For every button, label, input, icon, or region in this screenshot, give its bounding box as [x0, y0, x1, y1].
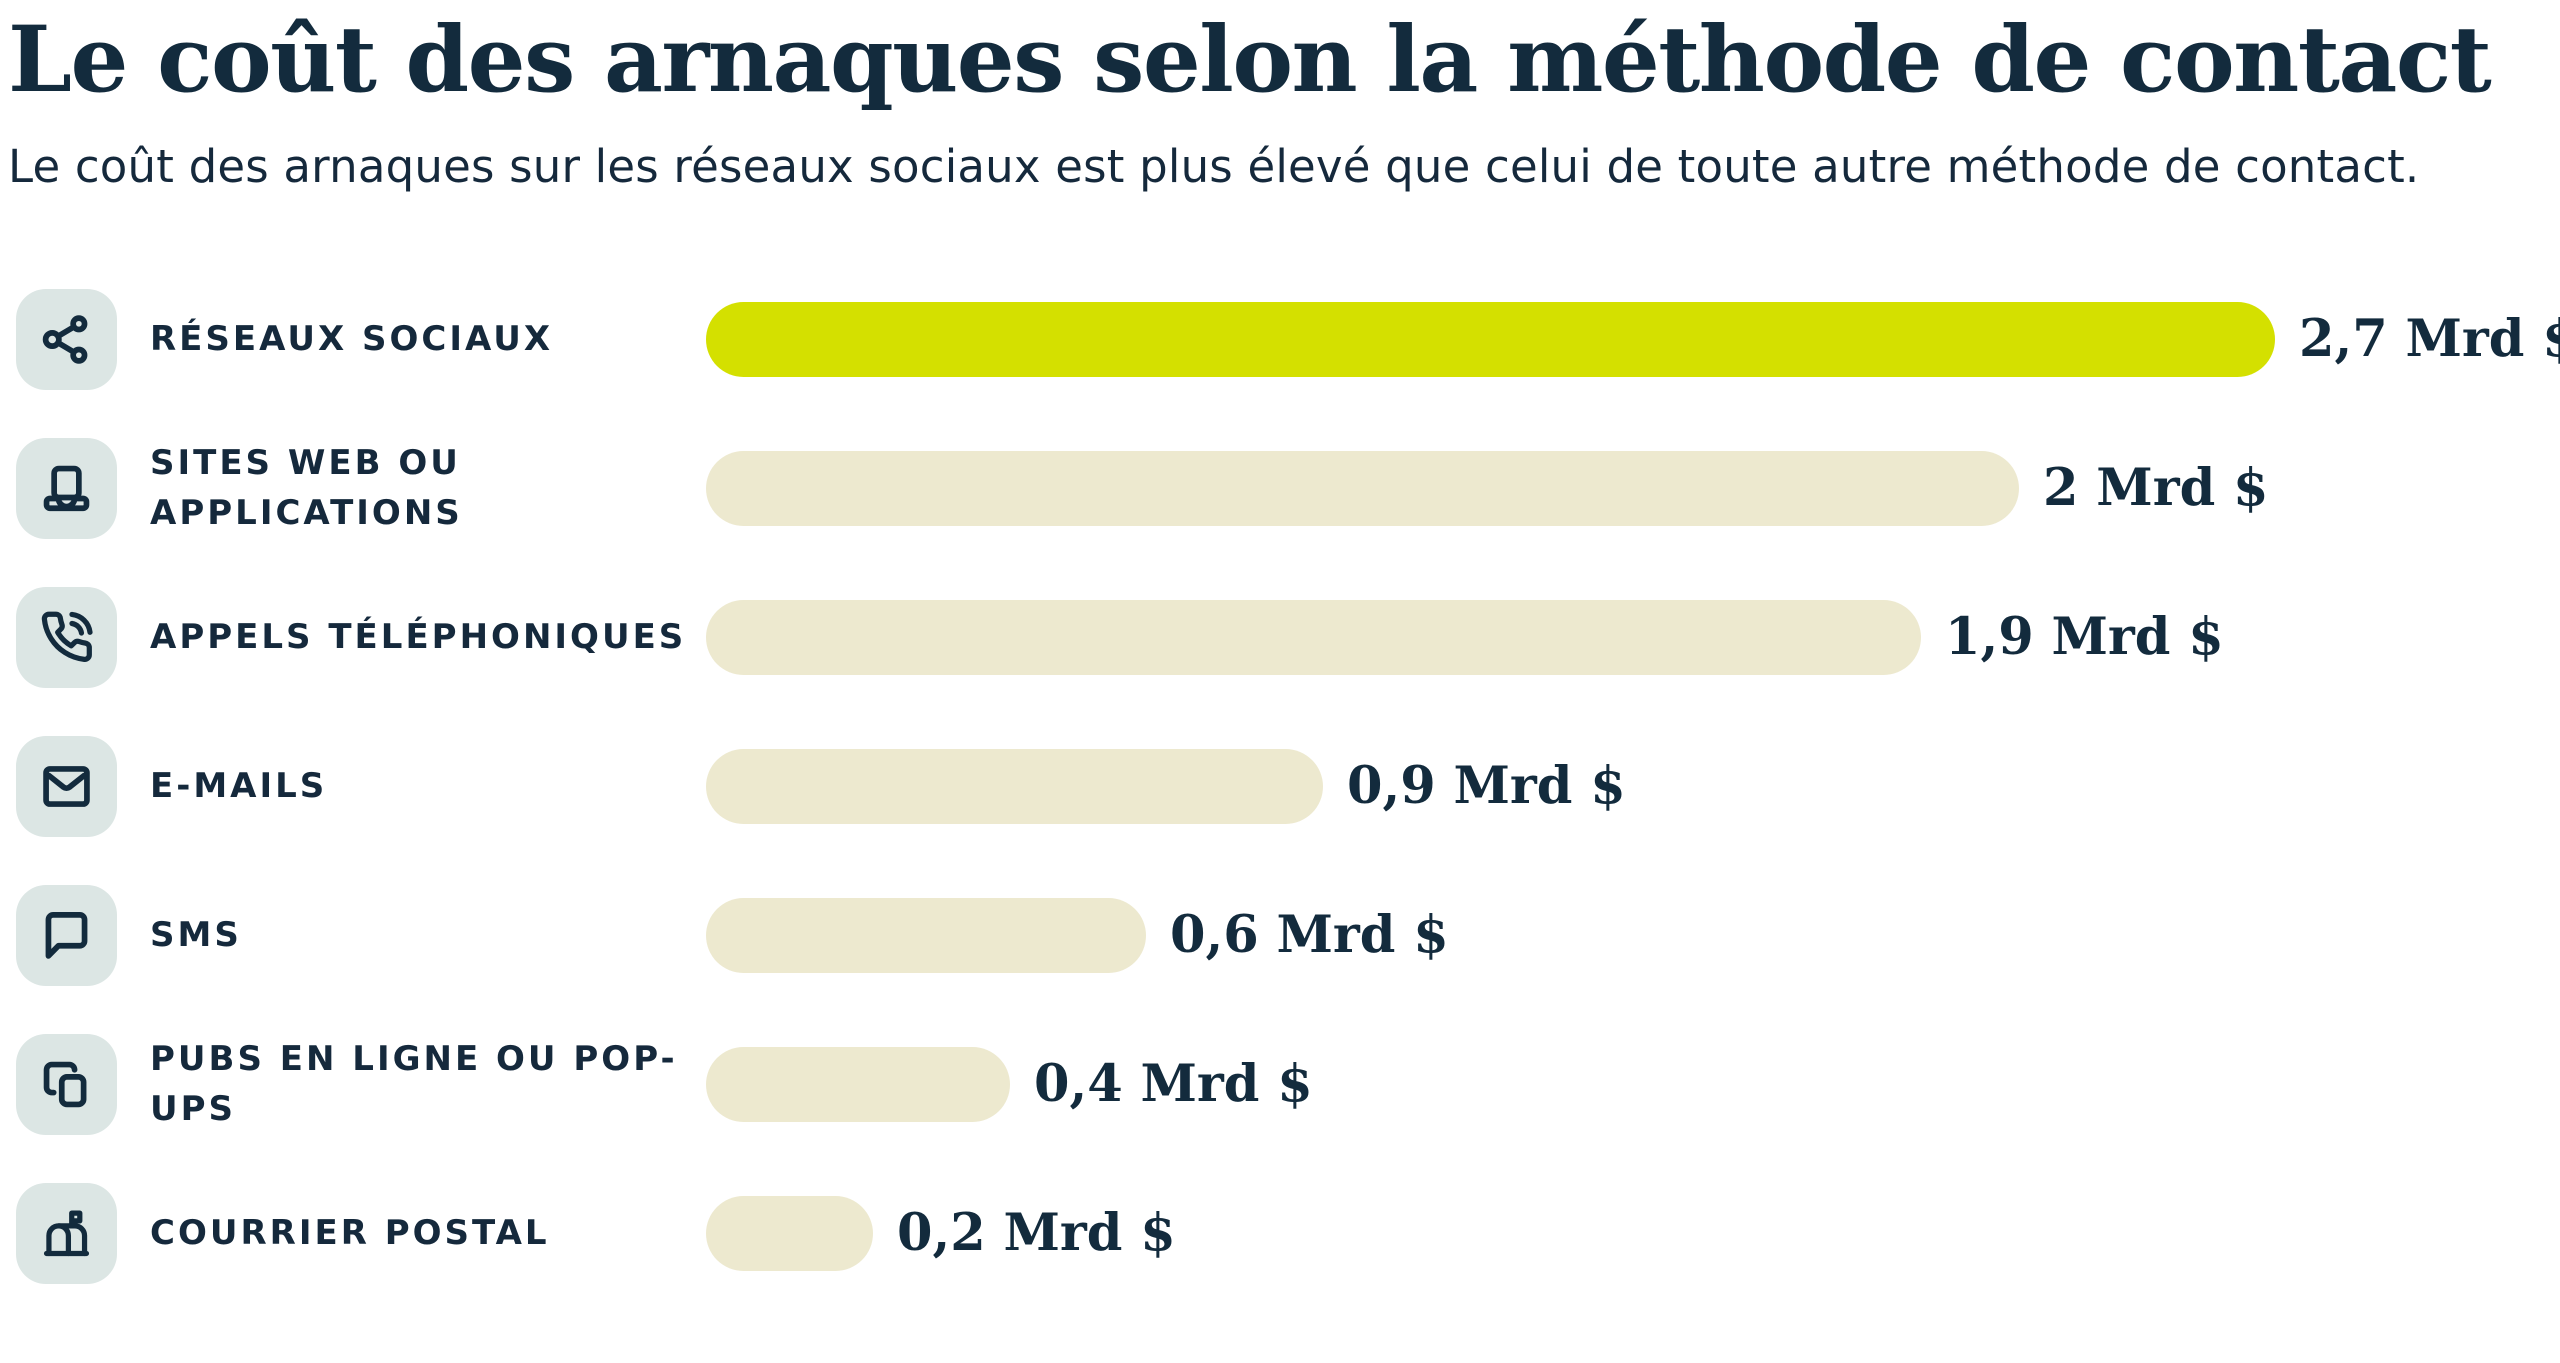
icon-chip — [16, 735, 117, 837]
row-label: COURRIER POSTAL — [150, 1213, 550, 1254]
row-label: APPELS TÉLÉPHONIQUES — [150, 617, 687, 658]
icon-chip — [16, 437, 117, 539]
bar-area: 1,9 Mrd $ — [706, 599, 2560, 675]
chart-row: APPELS TÉLÉPHONIQUES 1,9 Mrd $ — [16, 586, 2560, 688]
chart-row: SMS 0,6 Mrd $ — [16, 884, 2560, 986]
icon-chip — [16, 1182, 117, 1284]
chart-row: COURRIER POSTAL 0,2 Mrd $ — [16, 1182, 2560, 1284]
chart-row: E-MAILS 0,9 Mrd $ — [16, 735, 2560, 837]
share-nodes-icon — [38, 311, 95, 368]
bar-area: 0,2 Mrd $ — [706, 1195, 2560, 1271]
copy-windows-icon — [38, 1056, 95, 1113]
icon-chip — [16, 288, 117, 390]
icon-chip — [16, 1033, 117, 1135]
bar — [706, 450, 2019, 526]
page-title: Le coût des arnaques selon la méthode de… — [8, 7, 2492, 113]
message-bubble-icon — [38, 907, 95, 964]
bar-area: 2 Mrd $ — [706, 450, 2560, 526]
row-label: PUBS EN LIGNE OU POP-UPS — [150, 1039, 678, 1130]
bar — [706, 1195, 873, 1271]
row-label: RÉSEAUX SOCIAUX — [150, 319, 554, 360]
bar-value: 0,2 Mrd $ — [897, 1203, 1176, 1264]
chart-row: PUBS EN LIGNE OU POP-UPS 0,4 Mrd $ — [16, 1033, 2560, 1135]
laptop-icon — [38, 460, 95, 517]
header: Le coût des arnaques selon la méthode de… — [0, 0, 2560, 193]
bar-value: 2 Mrd $ — [2043, 458, 2269, 519]
mail-icon — [38, 758, 95, 815]
bar-value: 1,9 Mrd $ — [1945, 607, 2224, 668]
row-label: SITES WEB OU APPLICATIONS — [150, 443, 463, 534]
bar-area: 2,7 Mrd $ — [706, 301, 2560, 377]
chart-row: SITES WEB OU APPLICATIONS 2 Mrd $ — [16, 437, 2560, 539]
icon-chip — [16, 884, 117, 986]
bar-value: 0,4 Mrd $ — [1034, 1054, 1313, 1115]
bar — [706, 301, 2275, 377]
row-label: E-MAILS — [150, 766, 328, 807]
bar-value: 0,9 Mrd $ — [1347, 756, 1626, 817]
bar-area: 0,6 Mrd $ — [706, 897, 2560, 973]
row-label: SMS — [150, 915, 242, 956]
bar-area: 0,9 Mrd $ — [706, 748, 2560, 824]
bar — [706, 748, 1323, 824]
bar-chart: RÉSEAUX SOCIAUX 2,7 Mrd $ SITES WEB OU A… — [16, 288, 2560, 1284]
bar — [706, 599, 1921, 675]
bar-area: 0,4 Mrd $ — [706, 1046, 2560, 1122]
bar — [706, 1046, 1010, 1122]
chart-row: RÉSEAUX SOCIAUX 2,7 Mrd $ — [16, 288, 2560, 390]
phone-call-icon — [38, 609, 95, 666]
mailbox-icon — [38, 1205, 95, 1262]
bar-value: 0,6 Mrd $ — [1170, 905, 1449, 966]
icon-chip — [16, 586, 117, 688]
bar-value: 2,7 Mrd $ — [2299, 309, 2560, 370]
bar — [706, 897, 1146, 973]
page-subtitle: Le coût des arnaques sur les réseaux soc… — [8, 139, 2420, 193]
